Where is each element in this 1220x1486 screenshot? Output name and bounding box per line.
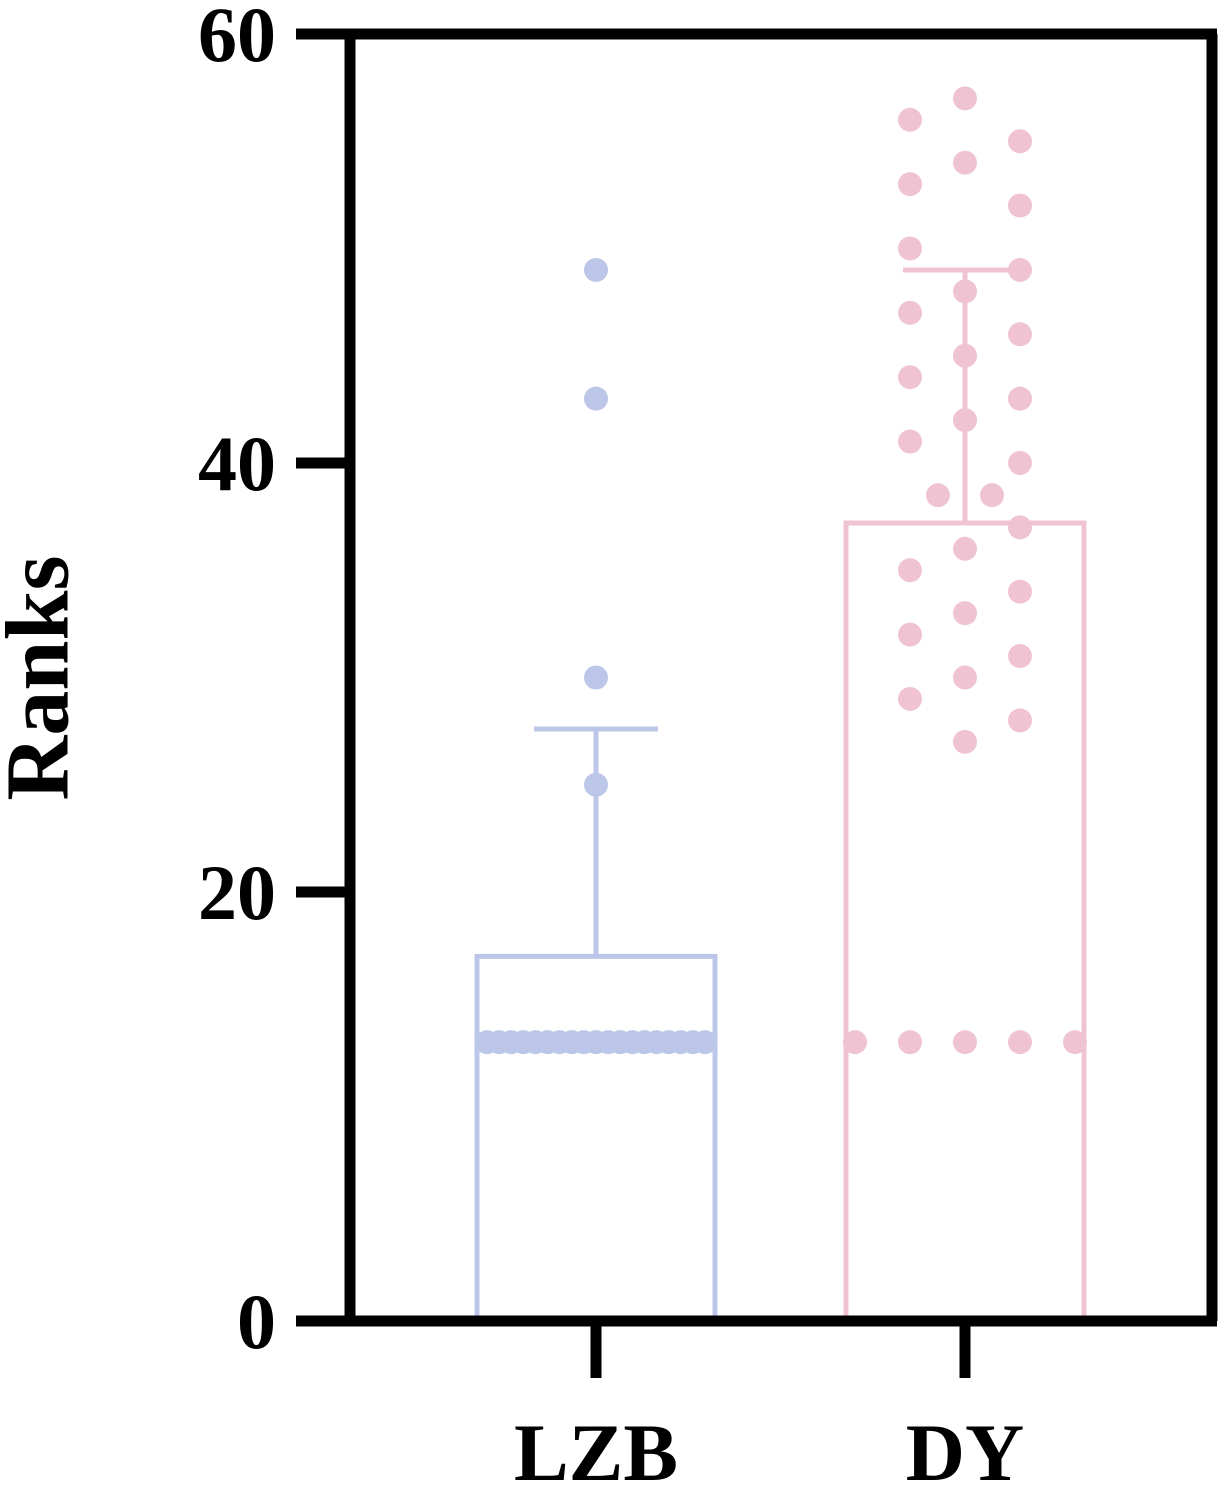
- point-lzb: [584, 257, 608, 282]
- point-dy: [953, 343, 977, 368]
- point-dy: [898, 686, 922, 711]
- point-dy: [898, 622, 922, 647]
- point-dy: [953, 279, 977, 304]
- point-dy: [953, 86, 977, 111]
- point-dy: [898, 107, 922, 132]
- axes-layer: 0 20 40 60 LZB DY: [198, 0, 1218, 1486]
- point-dy: [898, 300, 922, 325]
- point-dy: [953, 408, 977, 433]
- y-tick-label: 0: [237, 1278, 276, 1365]
- point-dy: [898, 1030, 922, 1055]
- point-dy: [980, 483, 1004, 508]
- point-dy: [953, 1030, 977, 1055]
- point-dy: [1008, 386, 1032, 411]
- point-dy: [926, 483, 950, 508]
- point-dy: [898, 558, 922, 583]
- point-dy: [898, 429, 922, 454]
- y-axis-title: Ranks: [0, 555, 88, 800]
- point-dy: [1008, 515, 1032, 540]
- bar-dy: [843, 520, 1087, 1321]
- point-dy: [1008, 193, 1032, 218]
- point-dy: [898, 236, 922, 261]
- bars-layer: [474, 267, 1087, 1321]
- y-tick-label: 40: [198, 420, 276, 507]
- point-dy: [953, 665, 977, 690]
- point-dy: [1008, 257, 1032, 282]
- point-lzb: [584, 772, 608, 797]
- x-tick-label-dy: DY: [906, 1407, 1024, 1486]
- point-dy: [898, 172, 922, 197]
- point-dy: [953, 536, 977, 561]
- point-dy: [1008, 451, 1032, 475]
- point-lzb: [584, 665, 608, 690]
- point-dy: [1008, 1030, 1032, 1055]
- point-dy: [953, 729, 977, 754]
- point-dy: [953, 150, 977, 175]
- x-tick-label-lzb: LZB: [514, 1407, 678, 1486]
- point-dy: [1008, 579, 1032, 604]
- point-dy: [1063, 1030, 1087, 1055]
- point-dy: [843, 1030, 867, 1055]
- bar-lzb: [474, 953, 718, 1321]
- points-layer: [475, 86, 1087, 1055]
- point-dy: [953, 601, 977, 626]
- y-tick-label: 20: [198, 849, 276, 936]
- point-dy: [1008, 129, 1032, 154]
- point-dy: [1008, 322, 1032, 347]
- point-dy: [1008, 644, 1032, 669]
- point-dy: [1008, 708, 1032, 733]
- point-lzb: [584, 386, 608, 411]
- point-dy: [898, 365, 922, 390]
- point-lzb: [693, 1030, 717, 1055]
- y-tick-label: 60: [198, 0, 276, 78]
